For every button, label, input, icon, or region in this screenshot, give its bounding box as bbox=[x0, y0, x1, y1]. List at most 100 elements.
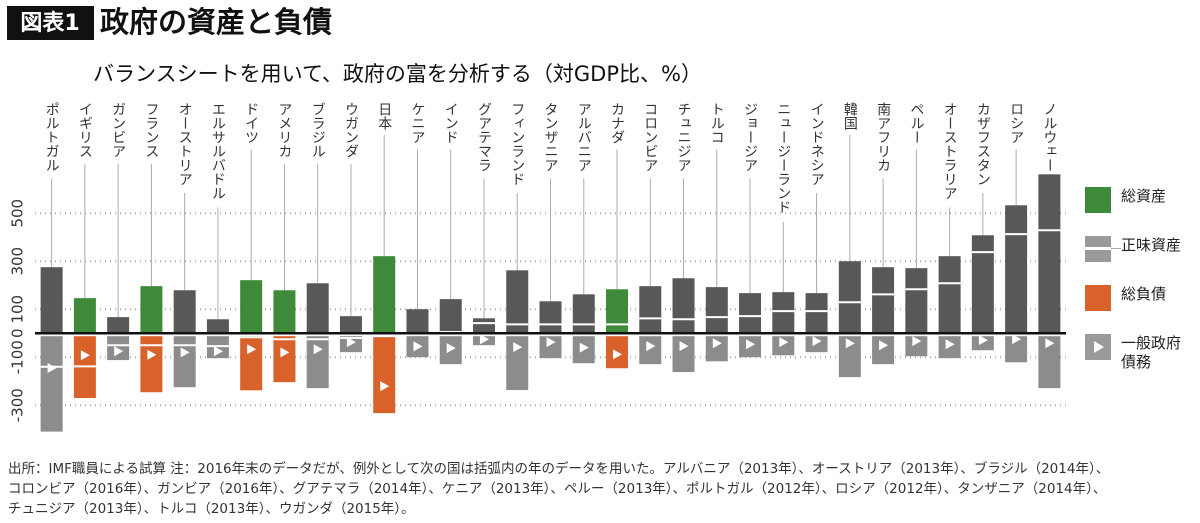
legend-marker bbox=[1085, 247, 1111, 250]
liability-bar bbox=[872, 336, 895, 365]
debt-marker bbox=[313, 344, 323, 355]
x-tick-label: ドイツ bbox=[243, 102, 259, 144]
legend-item: 総資産 bbox=[1085, 187, 1183, 213]
legend-swatch bbox=[1085, 187, 1111, 213]
debt-marker bbox=[346, 337, 356, 348]
x-tick-label: カナダ bbox=[609, 102, 625, 144]
legend-label: 一般政府債務 bbox=[1121, 334, 1182, 371]
x-tick-label: ブラジル bbox=[310, 102, 326, 158]
liability-bar bbox=[306, 336, 329, 389]
debt-marker bbox=[912, 336, 922, 347]
x-tick-label: ポルトガル bbox=[44, 102, 60, 172]
legend-swatch bbox=[1085, 236, 1121, 262]
x-tick-label: 日本 bbox=[376, 102, 392, 130]
asset-bar bbox=[705, 287, 728, 334]
y-tick-label: 100 bbox=[9, 295, 27, 324]
legend-swatch bbox=[1085, 334, 1111, 360]
asset-bar bbox=[506, 270, 529, 334]
legend-marker bbox=[1094, 341, 1104, 353]
asset-bar bbox=[1005, 205, 1028, 334]
x-tick-label: トルコ bbox=[709, 102, 725, 144]
debt-marker bbox=[779, 337, 789, 348]
asset-bar bbox=[971, 235, 994, 334]
debt-marker bbox=[446, 343, 456, 354]
x-tick-label: ジョージア bbox=[742, 102, 758, 172]
liability-bar bbox=[705, 336, 728, 362]
liability-bar bbox=[539, 336, 562, 359]
debt-marker bbox=[380, 381, 390, 392]
liability-bar bbox=[140, 336, 163, 393]
debt-marker bbox=[1012, 334, 1022, 345]
asset-bar bbox=[306, 283, 329, 334]
x-tick-label: 南アフリカ bbox=[875, 102, 891, 172]
debt-marker bbox=[1045, 338, 1055, 349]
asset-bar bbox=[672, 278, 695, 334]
liability-bar bbox=[905, 336, 928, 357]
debt-marker bbox=[579, 342, 589, 353]
debt-marker bbox=[213, 346, 223, 357]
asset-bar bbox=[173, 290, 196, 334]
asset-bar bbox=[472, 318, 495, 334]
asset-bar bbox=[439, 299, 462, 334]
x-tick-label: 韓国 bbox=[842, 102, 858, 130]
liability-bar bbox=[938, 336, 961, 359]
y-tick-label: 500 bbox=[9, 199, 27, 228]
liability-bar bbox=[40, 336, 63, 432]
x-tick-label: アメリカ bbox=[276, 102, 292, 158]
liability-bar bbox=[672, 336, 695, 373]
asset-bar bbox=[339, 316, 362, 334]
debt-marker bbox=[513, 342, 523, 353]
liability-bar bbox=[373, 336, 396, 414]
x-tick-label: ノルウェー bbox=[1041, 102, 1057, 172]
asset-bar bbox=[273, 290, 296, 334]
debt-marker bbox=[413, 341, 423, 352]
x-tick-label: インド bbox=[443, 102, 459, 144]
x-tick-label: エルサルバドル bbox=[210, 102, 226, 200]
debt-marker bbox=[746, 339, 756, 350]
legend-item: 正味資産 bbox=[1085, 236, 1183, 262]
debt-marker bbox=[812, 336, 822, 347]
asset-bar bbox=[73, 298, 96, 334]
liability-bar bbox=[1005, 336, 1028, 363]
asset-bar bbox=[639, 286, 662, 334]
x-tick-label: コロンビア bbox=[642, 102, 658, 172]
chart-title: 政府の資産と負債 bbox=[100, 5, 332, 39]
x-tick-label: オーストリア bbox=[177, 102, 193, 186]
debt-marker bbox=[247, 344, 257, 355]
x-tick-label: ロシア bbox=[1008, 102, 1024, 144]
asset-bar bbox=[938, 256, 961, 334]
x-tick-label: ケニア bbox=[409, 102, 425, 144]
x-tick-label: イギリス bbox=[77, 102, 93, 158]
debt-marker bbox=[114, 346, 124, 357]
debt-marker bbox=[879, 340, 889, 351]
legend-item: 一般政府債務 bbox=[1085, 334, 1183, 372]
liability-bar bbox=[805, 336, 828, 353]
debt-marker bbox=[280, 347, 290, 358]
x-tick-label: ニュージーランド bbox=[775, 102, 791, 214]
debt-marker bbox=[147, 349, 157, 360]
asset-bar bbox=[872, 267, 895, 334]
liability-bar bbox=[273, 336, 296, 383]
x-tick-label: ガンビア bbox=[110, 102, 126, 158]
liability-bar bbox=[1038, 336, 1061, 389]
legend-item: 総負債 bbox=[1085, 285, 1183, 311]
debt-marker bbox=[613, 349, 623, 360]
legend-swatch bbox=[1085, 285, 1111, 311]
x-tick-label: グアテマラ bbox=[476, 102, 492, 172]
x-tick-label: オーストラリア bbox=[942, 102, 958, 200]
x-tick-label: チュニジア bbox=[676, 102, 692, 172]
liability-bar bbox=[240, 336, 263, 391]
asset-bar bbox=[240, 280, 263, 334]
debt-marker bbox=[978, 335, 988, 346]
asset-bar bbox=[539, 301, 562, 334]
asset-bar bbox=[838, 261, 861, 334]
x-tick-label: フランス bbox=[143, 102, 159, 158]
x-tick-label: タンザニア bbox=[543, 102, 559, 172]
x-tick-label: ペルー bbox=[908, 102, 924, 144]
debt-marker bbox=[712, 338, 722, 349]
debt-marker bbox=[180, 347, 190, 358]
asset-bar bbox=[140, 286, 163, 334]
debt-marker bbox=[945, 339, 955, 350]
asset-bar bbox=[739, 293, 762, 334]
